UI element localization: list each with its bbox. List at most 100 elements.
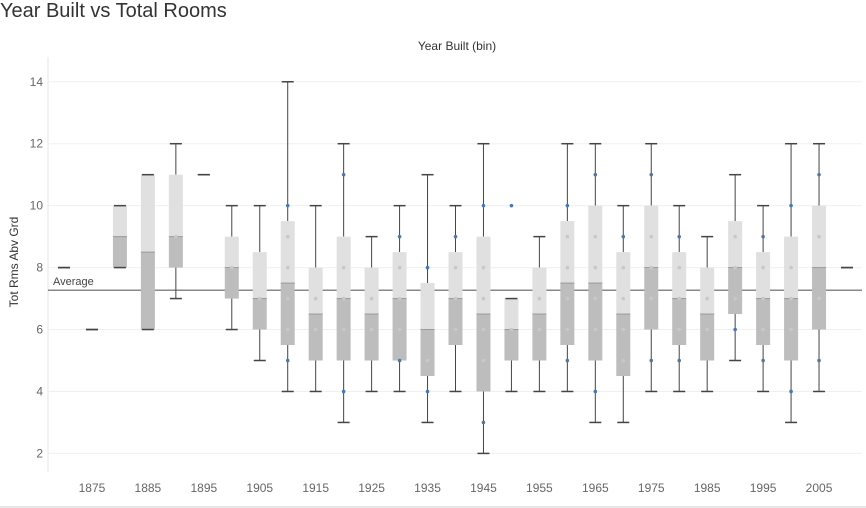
box-2005 [812,142,827,393]
lower-box [308,314,323,361]
box-1935 [420,173,435,424]
upper-box [756,252,771,299]
upper-box [504,298,519,330]
x-tick-label-1915: 1915 [302,481,329,495]
lower-box [448,298,463,346]
data-point-1975-9 [649,234,654,239]
lower-box [756,298,771,346]
data-point-1910-8 [285,265,290,270]
lower-box [168,236,183,268]
data-point-1995-6 [761,327,765,332]
data-point-1930-7 [397,296,402,301]
data-point-1970-9 [621,234,626,239]
lower-box [140,252,155,330]
box-1965 [588,142,603,424]
lower-box [588,283,603,361]
y-tick-label-8: 8 [36,261,43,275]
lower-box [728,267,743,315]
data-point-1910-6 [285,327,290,332]
data-point-1975-11 [649,172,654,177]
box-1925 [364,235,379,393]
data-point-2005-7 [817,296,821,301]
y-axis-title: Tot Rms Abv Grd [7,217,21,308]
data-point-1970-8 [621,265,626,270]
data-point-1920-11 [341,172,346,177]
data-point-1910-9 [285,234,290,239]
x-tick-label-1975: 1975 [638,481,665,495]
x-tick-label-1945: 1945 [470,481,497,495]
box-1890 [168,142,183,300]
lower-box [280,283,295,346]
upper-box [140,174,155,253]
data-point-1950-6 [509,327,514,332]
lower-box [364,314,379,361]
data-point-1940-9 [453,234,458,239]
data-point-1990-7 [733,296,737,301]
x-tick-label-1995: 1995 [750,481,777,495]
box-1960 [560,142,575,393]
data-point-1935-8 [425,265,430,270]
data-point-1970-7 [621,296,626,301]
box-1900 [224,204,239,331]
data-point-2005-5 [817,358,821,363]
y-tick-label-12: 12 [30,137,44,151]
data-point-1985-7 [705,296,709,301]
lower-box [112,236,127,268]
y-tick-label-4: 4 [36,384,43,398]
upper-box [364,267,379,315]
box-1940 [448,204,463,393]
lower-box [224,267,239,299]
data-point-1965-11 [593,172,598,177]
data-point-1995-9 [761,234,765,239]
box-1920 [336,142,351,424]
lower-box [532,314,547,361]
data-point-1980-5 [677,358,682,363]
data-point-1995-7 [761,296,765,301]
box-1980 [672,204,687,393]
data-point-1970-6 [621,327,626,332]
data-point-1980-7 [677,296,682,301]
data-point-1920-6 [341,327,346,332]
data-point-1965-7 [593,296,598,301]
top-axis-title: Year Built (bin) [418,39,496,53]
box-1880 [112,204,127,269]
chart-title: Year Built vs Total Rooms [0,0,227,22]
box-1985 [700,235,715,393]
data-point-2005-11 [817,172,821,177]
box-1950 [504,297,519,393]
data-point-1930-6 [397,327,402,332]
y-tick-label-6: 6 [36,323,43,337]
data-point-1970-5 [621,358,626,363]
data-point-1980-9 [677,234,682,239]
data-point-1960-8 [565,265,570,270]
box-1970 [616,204,631,424]
box-1995 [756,204,771,393]
upper-box [700,267,715,315]
data-point-1925-6 [369,327,374,332]
upper-box [252,252,267,299]
box-1905 [252,204,267,362]
upper-box [224,236,239,268]
box-1915 [308,204,323,393]
box-1910 [280,81,295,393]
upper-box [448,252,463,299]
data-point-1915-6 [313,327,318,332]
data-point-1960-5 [565,358,570,363]
data-point-2005-9 [817,234,821,239]
data-point-1955-6 [537,327,542,332]
data-point-1950-10 [509,203,514,208]
upper-box [392,252,407,299]
upper-box [420,283,435,330]
data-point-1965-8 [593,265,598,270]
data-point-1960-9 [565,234,570,239]
box-1930 [392,204,407,393]
y-tick-label-10: 10 [30,199,44,213]
data-point-1945-10 [481,203,486,208]
x-tick-label-1925: 1925 [358,481,385,495]
box-1955 [532,235,547,393]
x-tick-label-1955: 1955 [526,481,553,495]
average-reference-label: Average [53,276,94,288]
data-point-1930-9 [397,234,402,239]
data-point-1985-6 [705,327,709,332]
